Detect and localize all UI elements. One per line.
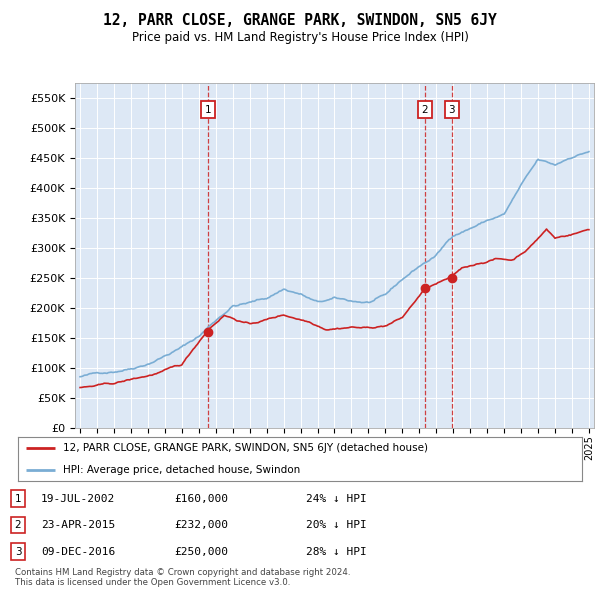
Text: £232,000: £232,000 xyxy=(174,520,228,530)
Text: 1: 1 xyxy=(205,104,211,114)
Text: 2: 2 xyxy=(14,520,22,530)
Text: 09-DEC-2016: 09-DEC-2016 xyxy=(41,547,115,556)
Text: 19-JUL-2002: 19-JUL-2002 xyxy=(41,494,115,503)
Text: 23-APR-2015: 23-APR-2015 xyxy=(41,520,115,530)
Text: 28% ↓ HPI: 28% ↓ HPI xyxy=(306,547,367,556)
Text: 3: 3 xyxy=(449,104,455,114)
Text: 12, PARR CLOSE, GRANGE PARK, SWINDON, SN5 6JY (detached house): 12, PARR CLOSE, GRANGE PARK, SWINDON, SN… xyxy=(63,442,428,453)
Text: 24% ↓ HPI: 24% ↓ HPI xyxy=(306,494,367,503)
Text: £250,000: £250,000 xyxy=(174,547,228,556)
Text: HPI: Average price, detached house, Swindon: HPI: Average price, detached house, Swin… xyxy=(63,465,301,475)
Text: Price paid vs. HM Land Registry's House Price Index (HPI): Price paid vs. HM Land Registry's House … xyxy=(131,31,469,44)
Text: 3: 3 xyxy=(14,547,22,556)
Text: £160,000: £160,000 xyxy=(174,494,228,503)
Text: 1: 1 xyxy=(14,494,22,503)
Text: Contains HM Land Registry data © Crown copyright and database right 2024.
This d: Contains HM Land Registry data © Crown c… xyxy=(15,568,350,587)
Text: 20% ↓ HPI: 20% ↓ HPI xyxy=(306,520,367,530)
Text: 12, PARR CLOSE, GRANGE PARK, SWINDON, SN5 6JY: 12, PARR CLOSE, GRANGE PARK, SWINDON, SN… xyxy=(103,13,497,28)
Text: 2: 2 xyxy=(421,104,428,114)
